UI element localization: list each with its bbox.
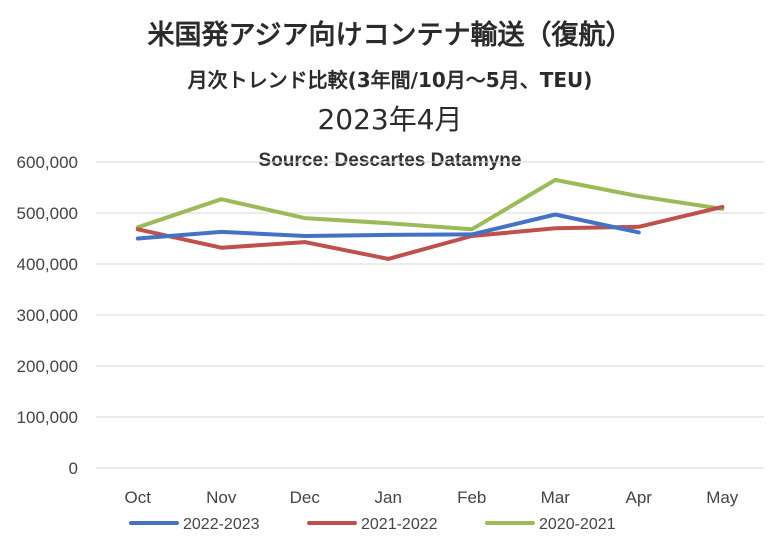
x-tick-label-mar: Mar [541, 488, 571, 507]
chart-subtitle: 月次トレンド比較(3年間/10月～5月、TEU) [187, 68, 593, 92]
series-lines [135, 177, 725, 261]
series-line-2022-2023 [135, 212, 641, 241]
x-tick-label-may: May [706, 488, 739, 507]
legend-item-2021-2022: 2021-2022 [307, 516, 438, 533]
y-tick-label: 0 [69, 459, 78, 478]
x-tick-label-dec: Dec [290, 488, 321, 507]
x-tick-label-feb: Feb [457, 488, 486, 507]
legend-label: 2020-2021 [539, 516, 616, 533]
y-axis-tick-labels: 0 100,000 200,000 300,000 400,000 500,000 600,… [17, 153, 78, 478]
y-tick-label: 400,000 [17, 255, 78, 274]
y-tick-label: 300,000 [17, 306, 78, 325]
legend-item-2022-2023: 2022-2023 [129, 516, 260, 533]
x-tick-label-jan: Jan [375, 488, 402, 507]
chart-title: 米国発アジア向けコンテナ輸送（復航） [148, 19, 633, 51]
y-tick-label: 100,000 [17, 408, 78, 427]
x-axis-tick-labels: Oct Nov Dec Jan Feb Mar Apr May [125, 488, 739, 507]
legend-label: 2022-2023 [183, 516, 260, 533]
x-tick-label-apr: Apr [626, 488, 653, 507]
x-tick-label-oct: Oct [125, 488, 152, 507]
legend-label: 2021-2022 [361, 516, 438, 533]
chart-date-label: 2023年4月 [317, 103, 462, 136]
chart-source: Source: Descartes Datamyne [259, 150, 522, 171]
series-line-2020-2021 [135, 177, 725, 232]
y-tick-label: 500,000 [17, 204, 78, 223]
gridlines [96, 161, 764, 469]
series-line-2021-2022 [135, 204, 725, 261]
y-tick-label: 600,000 [17, 153, 78, 172]
x-tick-label-nov: Nov [206, 488, 237, 507]
legend: 2022-2023 2021-2022 2020-2021 [129, 516, 616, 533]
chart-titles: 米国発アジア向けコンテナ輸送（復航） 月次トレンド比較(3年間/10月～5月、T… [148, 19, 633, 171]
y-tick-label: 200,000 [17, 357, 78, 376]
legend-item-2020-2021: 2020-2021 [485, 516, 616, 533]
